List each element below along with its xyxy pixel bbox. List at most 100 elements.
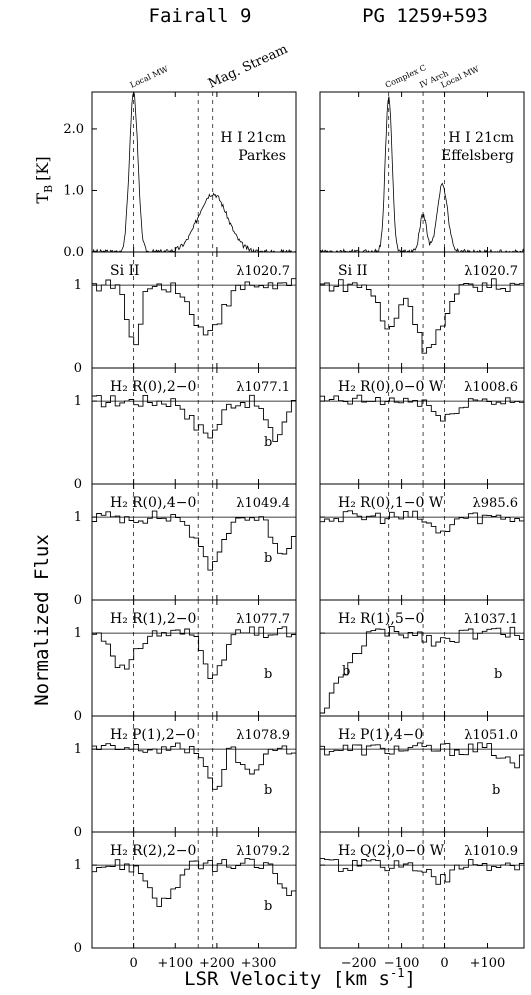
species-label: Si II [110,263,140,279]
panel-3: H₂ R(0),1−0 W λ985.6 [319,483,525,601]
y-tick-label: 1 [74,742,82,757]
wavelength-label: λ1079.2 [236,844,290,859]
y-tick-label: 0 [74,477,82,492]
hi-emission-spectrum [92,91,297,254]
wavelength-label: λ1077.7 [236,612,290,627]
transition-label: P(1),2−0 [132,727,195,743]
hi-panel-telescope: Effelsberg [441,148,514,164]
transition-label: R(0),2−0 [132,379,196,395]
wavelength-label: λ1020.7 [464,264,518,279]
panel-2: 0 1 H₂ R(0),2−0 λ1077.1 b [74,367,297,492]
panel-6: H₂ Q(2),0−0 W λ1010.9 [319,831,525,949]
absorption-spectrum [320,394,524,422]
y-tick-label: 0 [74,825,82,840]
species-label: H₂ [338,727,356,743]
panel-3: 0 1 H₂ R(0),4−0 λ1049.4 b [74,483,297,608]
y-tick-label: 0 [74,709,82,724]
panel-5: 0 1 H₂ P(1),2−0 λ1078.9 b [74,715,297,840]
x-tick-label: +100 [470,956,506,971]
x-tick-label: 0 [129,956,137,971]
species-label: H₂ [338,379,356,395]
x-label-close: ] [404,968,415,990]
panel-frame [319,831,525,949]
panel-1: Si II λ1020.7 [319,251,525,369]
y-tick-label: 1 [74,510,82,525]
panel-frame [91,831,297,949]
wavelength-label: λ1078.9 [236,728,290,743]
transition-label: R(2),2−0 [132,843,196,859]
panel-1: 0 1 Si II λ1020.7 [74,251,297,376]
y-tick-label: 0 [74,593,82,608]
y-label-unit: [K] [33,156,52,180]
hi-panel-telescope: Parkes [238,148,286,164]
hi-emission-spectrum [319,96,525,254]
panel-4: 0 1 H₂ R(1),2−0 λ1077.7 b [74,599,297,724]
y-axis-label-top: TB [K] [33,156,55,203]
wavelength-label: λ1049.4 [236,496,290,511]
absorption-spectrum [92,510,296,571]
wavelength-label: λ1077.1 [236,380,290,395]
absorption-spectrum [320,858,524,885]
species-label: H₂ [338,843,356,859]
y-axis-label-main: Normalized Flux [31,534,53,706]
absorption-spectrum [92,742,296,790]
blend-label: b [264,667,272,682]
x-tick-label: 0 [440,956,448,971]
panel-6: 0 1 H₂ R(2),2−0 λ1079.2 b [74,831,297,956]
absorption-spectrum [92,626,296,680]
wavelength-label: λ1051.0 [464,728,518,743]
species-label: Si II [338,263,368,279]
x-tick-label: −200 [341,956,377,971]
blend-label: b [264,435,272,450]
marker-label: Local MW [129,64,171,90]
panel-5: H₂ P(1),4−0 λ1051.0 b [319,715,525,833]
y-tick-label: 0 [74,361,82,376]
blend-label: b [492,783,500,798]
panel-2: H₂ R(0),0−0 W λ1008.6 [319,367,525,485]
x-label-main: LSR Velocity [km s [184,968,390,990]
wavelength-label: λ1037.1 [464,612,518,627]
panel-4: H₂ R(1),5−0 λ1037.1 b b [319,599,525,717]
transition-label: R(1),2−0 [132,611,196,627]
y-tick-label: 1 [74,626,82,641]
x-axis-label: LSR Velocity [km s-1] [184,966,416,990]
x-tick-label: +100 [157,956,193,971]
y-label-sub: B [42,185,55,193]
species-label: H₂ [110,495,128,511]
wavelength-label: λ1010.9 [464,844,518,859]
hi-panel-label: H I 21cm [448,130,514,146]
transition-label: Q(2),0−0 W [360,843,445,859]
blend-label: b [264,551,272,566]
transition-label: R(0),0−0 W [360,379,444,395]
blend-label: b [342,664,350,679]
absorption-spectrum [92,858,296,907]
species-label: H₂ [338,611,356,627]
blend-label: b [264,783,272,798]
species-label: H₂ [110,843,128,859]
y-tick-label: 0 [74,941,82,956]
transition-label: P(1),4−0 [360,727,423,743]
blend-label: b [494,667,502,682]
wavelength-label: λ1020.7 [236,264,290,279]
transition-label: R(0),4−0 [132,495,196,511]
absorption-spectrum [320,510,524,534]
y-tick-label: 1 [74,858,82,873]
left-column-title: Fairall 9 [149,5,252,27]
absorption-spectrum [320,742,524,769]
x-tick-label: +300 [241,956,277,971]
wavelength-label: λ1008.6 [464,380,518,395]
panel-frame [91,91,297,253]
blend-label: b [264,899,272,914]
x-tick-label: −100 [384,956,420,971]
hi-panel-label: H I 21cm [220,130,286,146]
y-tick-label: 1 [74,394,82,409]
species-label: H₂ [110,611,128,627]
species-label: H₂ [338,495,356,511]
absorption-spectrum [320,626,524,714]
panel-0: 0.0 1.0 2.0 H I 21cm Parkes [63,91,297,260]
marker-label: Mag. Stream [206,42,290,92]
absorption-spectrum [92,278,296,346]
transition-label: R(1),5−0 [360,611,424,627]
x-tick-label: +200 [199,956,235,971]
